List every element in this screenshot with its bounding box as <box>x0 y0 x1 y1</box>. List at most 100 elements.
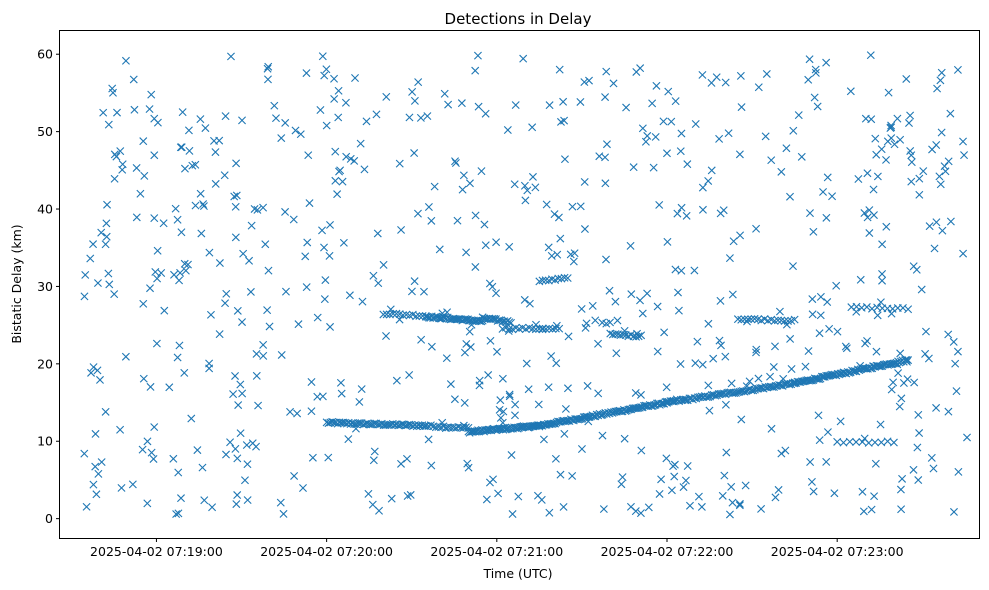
data-point-1203 <box>345 291 354 300</box>
data-point-1023 <box>423 112 432 121</box>
data-point-831 <box>932 403 941 412</box>
data-point-581 <box>320 243 329 252</box>
y-axis: 0 10 20 30 40 50 60 <box>37 47 60 526</box>
data-point-654 <box>91 462 100 471</box>
data-point-901 <box>493 347 501 356</box>
data-point-1145 <box>511 101 520 110</box>
data-point-376 <box>902 355 911 364</box>
data-point-625 <box>521 196 530 205</box>
data-point-649 <box>580 177 589 186</box>
data-point-1163 <box>601 179 610 188</box>
data-point-680 <box>413 209 422 218</box>
data-point-899 <box>462 248 471 257</box>
data-point-819 <box>405 371 414 379</box>
data-point-1057 <box>757 504 766 513</box>
data-point-1182 <box>234 401 243 410</box>
data-point-1136 <box>566 250 575 259</box>
data-point-767 <box>369 271 378 280</box>
data-point-586 <box>896 485 905 494</box>
data-point-720 <box>618 473 627 482</box>
data-point-713 <box>450 395 459 404</box>
data-point-1042 <box>752 345 761 354</box>
data-point-683 <box>233 491 242 500</box>
data-point-918 <box>318 52 327 61</box>
data-point-1166 <box>893 114 902 123</box>
data-point-679 <box>261 240 270 249</box>
data-point-384 <box>398 311 407 320</box>
data-point-1005 <box>496 396 505 405</box>
data-point-973 <box>405 113 414 122</box>
data-point-524 <box>858 437 867 446</box>
data-point-1192 <box>867 115 876 124</box>
data-point-1101 <box>105 280 114 289</box>
data-point-1141 <box>510 180 519 189</box>
data-point-684 <box>484 371 493 380</box>
data-point-1002 <box>333 190 342 199</box>
data-point-878 <box>245 256 254 265</box>
data-point-655 <box>496 413 505 422</box>
data-point-1092 <box>320 71 329 80</box>
data-point-142 <box>548 419 557 428</box>
data-point-885 <box>232 500 241 509</box>
data-point-1024 <box>263 306 272 315</box>
data-point-637 <box>130 105 139 114</box>
data-point-1122 <box>387 494 396 503</box>
data-point-1126 <box>718 491 727 500</box>
data-point-705 <box>742 382 751 391</box>
data-point-607 <box>276 498 285 507</box>
data-point-564 <box>662 149 671 158</box>
data-point-1041 <box>355 397 364 406</box>
data-point-569 <box>259 351 268 360</box>
data-point-924 <box>221 299 230 308</box>
data-point-959 <box>196 189 205 198</box>
data-point-807 <box>856 275 865 284</box>
data-point-619 <box>322 121 331 130</box>
data-point-576 <box>488 282 497 291</box>
data-point-814 <box>794 111 803 120</box>
data-point-882 <box>117 483 126 492</box>
data-point-887 <box>814 411 823 420</box>
data-point-914 <box>248 439 257 448</box>
data-point-1062 <box>336 378 345 387</box>
data-point-805 <box>335 167 344 176</box>
data-point-501 <box>770 316 779 325</box>
data-point-747 <box>440 89 449 98</box>
data-point-616 <box>514 492 523 501</box>
data-point-703 <box>181 266 190 275</box>
data-point-1217 <box>215 136 224 145</box>
data-point-956 <box>707 166 716 175</box>
data-point-389 <box>415 311 424 320</box>
data-point-675 <box>671 97 680 106</box>
data-point-574 <box>539 435 548 444</box>
data-point-734 <box>139 137 148 146</box>
data-point-823 <box>233 306 242 315</box>
data-point-934 <box>242 441 251 450</box>
data-point-1015 <box>232 159 241 168</box>
data-point-1165 <box>636 390 645 399</box>
data-point-523 <box>852 438 861 447</box>
data-point-908 <box>296 130 305 139</box>
data-point-590 <box>769 362 778 371</box>
data-point-690 <box>281 207 290 216</box>
data-point-667 <box>341 98 350 107</box>
data-point-949 <box>508 510 517 519</box>
data-point-1162 <box>414 78 423 87</box>
data-point-1179 <box>180 164 189 173</box>
data-point-725 <box>869 362 877 371</box>
data-point-624 <box>505 392 514 401</box>
data-point-1013 <box>637 331 646 340</box>
data-point-785 <box>174 468 183 477</box>
data-point-1091 <box>243 460 252 469</box>
data-point-935 <box>674 288 682 297</box>
data-point-837 <box>302 69 311 78</box>
data-point-726 <box>486 336 495 345</box>
data-point-1007 <box>318 226 327 235</box>
data-point-1224 <box>265 322 274 331</box>
data-point-1168 <box>556 117 565 126</box>
data-point-465 <box>548 324 557 333</box>
data-point-677 <box>944 330 953 339</box>
data-point-1008 <box>552 359 561 368</box>
data-point-1027 <box>894 369 903 378</box>
data-point-143 <box>549 419 558 428</box>
data-point-1176 <box>544 243 553 252</box>
